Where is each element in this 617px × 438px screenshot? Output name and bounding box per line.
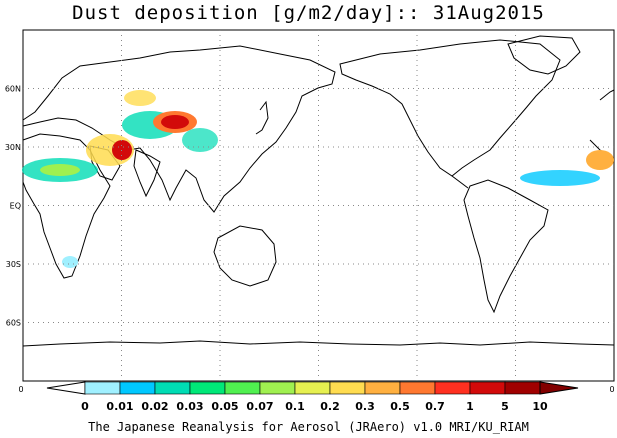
dust-field: [22, 90, 614, 268]
colorbar-label: 10: [532, 400, 548, 413]
colorbar-label: 0.5: [390, 400, 410, 413]
colorbar-label: 5: [501, 400, 509, 413]
africa-outline: [22, 133, 111, 279]
colorbar-label: 0.7: [425, 400, 445, 413]
lat-label: 30S: [6, 260, 21, 269]
dust-patch-atlantic: [520, 170, 600, 186]
colorbar-edge-left: 0: [18, 385, 23, 394]
colorbar-cell: [399, 381, 436, 395]
colorbar-label: 0.02: [141, 400, 168, 413]
colorbar-cell: [189, 381, 226, 395]
south-america-outline: [463, 179, 549, 314]
colorbar-label: 0: [81, 400, 89, 413]
colorbar-label: 0.01: [106, 400, 133, 413]
dust-patch-sahara-core: [40, 164, 80, 176]
colorbar-high-arrow: [539, 381, 579, 395]
lat-label: EQ: [10, 202, 21, 211]
colorbar-low-arrow: [46, 381, 86, 395]
colorbar-label: 0.05: [211, 400, 238, 413]
colorbar-label: 0.07: [246, 400, 273, 413]
europe-east-edge-outline: [599, 89, 615, 101]
dust-patch-taklimakan-core: [161, 115, 189, 129]
dust-patch-south-africa: [62, 256, 78, 268]
map-title: Dust deposition [g/m2/day]:: 31Aug2015: [72, 2, 545, 24]
colorbar-cell: [504, 381, 541, 395]
coastlines: [22, 35, 615, 347]
dust-patch-kazakh: [124, 90, 156, 106]
colorbar-cell: [434, 381, 471, 395]
colorbar-label: 0.2: [320, 400, 340, 413]
colorbar-label: 0.03: [176, 400, 203, 413]
lat-label: 60S: [6, 319, 21, 328]
colorbar-label: 0.1: [285, 400, 305, 413]
colorbar-cell: [119, 381, 156, 395]
data-credit: The Japanese Reanalysis for Aerosol (JRA…: [88, 420, 529, 434]
colorbar-edge-right: 0: [609, 385, 614, 394]
greenland-outline: [507, 35, 581, 75]
colorbar-cell: [84, 381, 121, 395]
australia-outline: [213, 225, 277, 287]
latitude-labels: 60N 30N EQ 30S 60S: [5, 85, 21, 328]
colorbar-cell: [364, 381, 401, 395]
colorbar-cell: [329, 381, 366, 395]
colorbar-cell: [259, 381, 296, 395]
colorbar-cell: [154, 381, 191, 395]
colorbar-label: 0.3: [355, 400, 375, 413]
north-america-outline: [339, 39, 561, 177]
central-america-outline: [451, 175, 469, 189]
india-outline: [133, 149, 161, 198]
colorbar-label: 1: [466, 400, 474, 413]
antarctica-outline: [22, 340, 615, 347]
lat-label: 60N: [5, 85, 21, 94]
colorbar-cell: [469, 381, 506, 395]
graticule: [23, 30, 614, 381]
colorbar-cell: [294, 381, 331, 395]
dust-patch-gobi: [182, 128, 218, 152]
japan-outline: [255, 100, 269, 135]
lat-label: 30N: [5, 143, 21, 152]
colorbar-cell: [224, 381, 261, 395]
dust-patch-west-africa: [586, 150, 614, 170]
